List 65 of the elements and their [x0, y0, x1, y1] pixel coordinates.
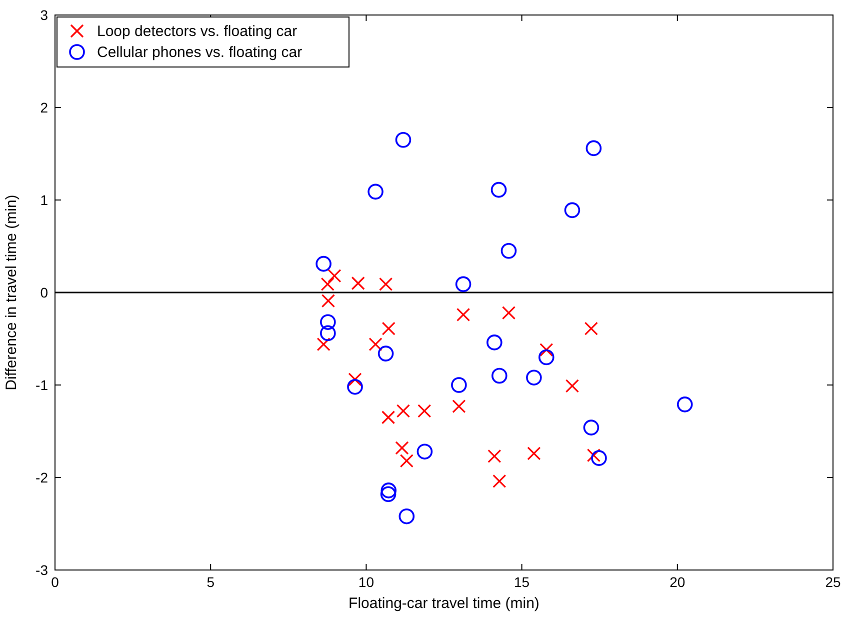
point	[586, 448, 600, 462]
y-tick-label: -2	[36, 470, 48, 486]
point	[492, 474, 506, 488]
point	[368, 184, 384, 200]
point	[395, 441, 409, 455]
y-tick-label: 2	[40, 100, 48, 116]
point	[351, 276, 365, 290]
point	[676, 396, 693, 412]
point	[382, 322, 396, 336]
point	[486, 334, 502, 350]
x-tick-label: 10	[358, 574, 374, 590]
x-tick-label: 15	[514, 574, 530, 590]
y-tick-label: 1	[40, 192, 48, 208]
point	[564, 202, 580, 218]
point	[527, 446, 541, 460]
point	[347, 378, 363, 395]
point	[378, 346, 394, 362]
point	[418, 404, 432, 418]
legend-label: Loop detectors vs. floating car	[97, 23, 298, 40]
point	[591, 450, 607, 466]
point	[321, 294, 336, 308]
x-axis-title: Floating-car travel time (min)	[348, 595, 540, 612]
point	[379, 277, 393, 291]
y-axis-title: Difference in travel time (min)	[3, 194, 20, 390]
point	[455, 276, 472, 292]
x-tick-label: 0	[51, 574, 60, 590]
y-tick-label: 0	[40, 284, 48, 300]
x-tick-label: 20	[670, 574, 686, 590]
point	[451, 377, 467, 393]
point	[395, 132, 412, 148]
point	[320, 277, 334, 291]
point	[380, 482, 397, 498]
point	[452, 399, 466, 414]
point	[316, 338, 330, 352]
point	[586, 140, 602, 156]
point	[416, 444, 433, 460]
y-tick-label: -3	[36, 562, 48, 578]
point	[490, 182, 507, 198]
point	[500, 242, 517, 259]
point	[526, 370, 542, 386]
point	[380, 486, 396, 502]
point	[320, 325, 336, 342]
point	[565, 379, 580, 393]
point	[381, 410, 396, 424]
legend-label: Cellular phones vs. floating car	[97, 44, 302, 61]
point	[540, 343, 554, 357]
x-tick-label: 25	[825, 574, 841, 590]
point	[491, 368, 508, 384]
point	[400, 454, 414, 468]
point	[316, 256, 332, 272]
y-tick-label: 3	[40, 7, 48, 23]
x-tick-label: 5	[206, 574, 215, 590]
point	[328, 269, 342, 283]
point	[320, 314, 336, 330]
point	[584, 322, 598, 336]
point	[583, 420, 600, 436]
point	[538, 349, 554, 366]
point	[348, 372, 362, 386]
point	[368, 338, 382, 352]
point	[502, 306, 516, 320]
point	[396, 404, 410, 418]
point	[398, 508, 415, 524]
point	[456, 308, 470, 322]
y-tick-label: -1	[36, 377, 48, 393]
point	[488, 449, 502, 464]
